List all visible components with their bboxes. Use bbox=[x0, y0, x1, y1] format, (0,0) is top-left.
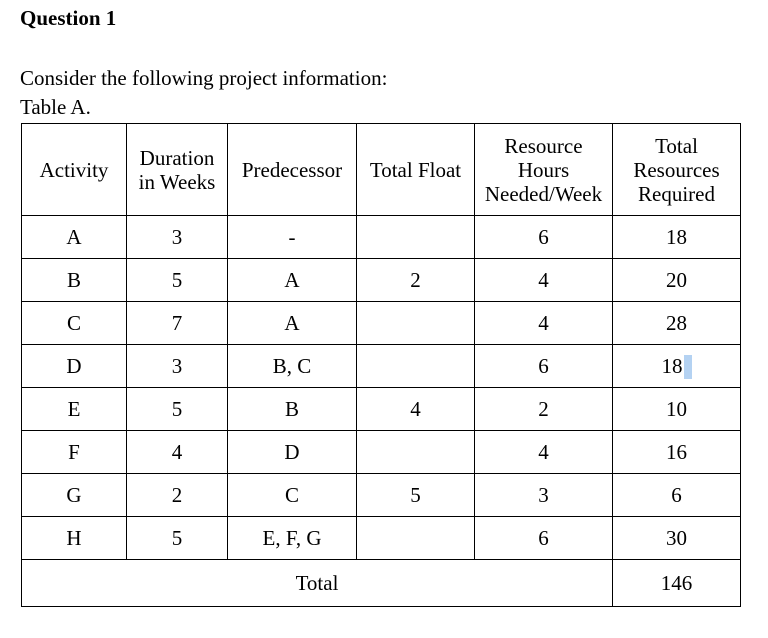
column-header-total-float: Total Float bbox=[356, 123, 475, 216]
table-caption: Table A. bbox=[20, 95, 91, 119]
cell-activity: C bbox=[21, 301, 127, 345]
cell-total-resources: 28 bbox=[612, 301, 741, 345]
footer-total-cell: 146 bbox=[612, 559, 741, 607]
cell-total-resources: 18 bbox=[612, 215, 741, 259]
footer-label-cell: Total bbox=[21, 559, 613, 607]
cell-total-resources: 16 bbox=[612, 430, 741, 474]
text-selection-highlight bbox=[683, 354, 692, 379]
cell-predecessor: E, F, G bbox=[227, 516, 357, 560]
cell-total-resources: 18 bbox=[612, 344, 741, 388]
cell-total-float: 5 bbox=[356, 473, 475, 517]
column-header-activity: Activity bbox=[21, 123, 127, 216]
intro-text: Consider the following project informati… bbox=[20, 64, 768, 122]
project-table: Activity Duration in Weeks Predecessor T… bbox=[21, 123, 741, 607]
cell-total-resources: 6 bbox=[612, 473, 741, 517]
cell-total-float bbox=[356, 344, 475, 388]
cell-duration: 5 bbox=[126, 258, 228, 302]
cell-resource-hours: 6 bbox=[474, 215, 613, 259]
table-header: Activity Duration in Weeks Predecessor T… bbox=[21, 123, 741, 216]
question-heading: Question 1 bbox=[20, 6, 117, 30]
cell-total-float: 4 bbox=[356, 387, 475, 431]
cell-total-resources: 20 bbox=[612, 258, 741, 302]
cell-predecessor: D bbox=[227, 430, 357, 474]
cell-total-resources: 10 bbox=[612, 387, 741, 431]
cell-total-float: 2 bbox=[356, 258, 475, 302]
cell-resource-hours: 2 bbox=[474, 387, 613, 431]
cell-value: 18 bbox=[661, 353, 683, 378]
cell-predecessor: A bbox=[227, 258, 357, 302]
table-row: D 3 B, C 6 18 bbox=[21, 344, 741, 388]
cell-activity: G bbox=[21, 473, 127, 517]
cell-resource-hours: 6 bbox=[474, 516, 613, 560]
intro-line: Consider the following project informati… bbox=[20, 66, 388, 90]
column-header-total-resources: Total Resources Required bbox=[612, 123, 741, 216]
table-row: G 2 C 5 3 6 bbox=[21, 473, 741, 517]
column-header-duration: Duration in Weeks bbox=[126, 123, 228, 216]
cell-duration: 4 bbox=[126, 430, 228, 474]
cell-resource-hours: 4 bbox=[474, 430, 613, 474]
cell-duration: 2 bbox=[126, 473, 228, 517]
cell-duration: 7 bbox=[126, 301, 228, 345]
cell-activity: E bbox=[21, 387, 127, 431]
cell-resource-hours: 4 bbox=[474, 258, 613, 302]
cell-predecessor: B bbox=[227, 387, 357, 431]
table-footer-row: Total 146 bbox=[21, 559, 741, 607]
cell-predecessor: A bbox=[227, 301, 357, 345]
cell-total-float bbox=[356, 215, 475, 259]
table-row: A 3 - 6 18 bbox=[21, 215, 741, 259]
cell-total-float bbox=[356, 430, 475, 474]
column-header-resource-hours: Resource Hours Needed/Week bbox=[474, 123, 613, 216]
table-body: A 3 - 6 18 B 5 A 2 4 20 C 7 A 4 28 bbox=[21, 215, 741, 607]
header-row: Activity Duration in Weeks Predecessor T… bbox=[21, 123, 741, 216]
cell-resource-hours: 3 bbox=[474, 473, 613, 517]
cell-total-float bbox=[356, 516, 475, 560]
cell-duration: 5 bbox=[126, 387, 228, 431]
cell-total-resources: 30 bbox=[612, 516, 741, 560]
cell-resource-hours: 6 bbox=[474, 344, 613, 388]
cell-predecessor: - bbox=[227, 215, 357, 259]
cell-activity: A bbox=[21, 215, 127, 259]
cell-resource-hours: 4 bbox=[474, 301, 613, 345]
cell-activity: D bbox=[21, 344, 127, 388]
cell-activity: H bbox=[21, 516, 127, 560]
table-row: F 4 D 4 16 bbox=[21, 430, 741, 474]
table-row: C 7 A 4 28 bbox=[21, 301, 741, 345]
cell-activity: B bbox=[21, 258, 127, 302]
cell-duration: 5 bbox=[126, 516, 228, 560]
cell-total-float bbox=[356, 301, 475, 345]
table-row: B 5 A 2 4 20 bbox=[21, 258, 741, 302]
cell-predecessor: C bbox=[227, 473, 357, 517]
table-row: H 5 E, F, G 6 30 bbox=[21, 516, 741, 560]
cell-activity: F bbox=[21, 430, 127, 474]
cell-duration: 3 bbox=[126, 215, 228, 259]
cell-predecessor: B, C bbox=[227, 344, 357, 388]
cell-duration: 3 bbox=[126, 344, 228, 388]
table-row: E 5 B 4 2 10 bbox=[21, 387, 741, 431]
column-header-predecessor: Predecessor bbox=[227, 123, 357, 216]
